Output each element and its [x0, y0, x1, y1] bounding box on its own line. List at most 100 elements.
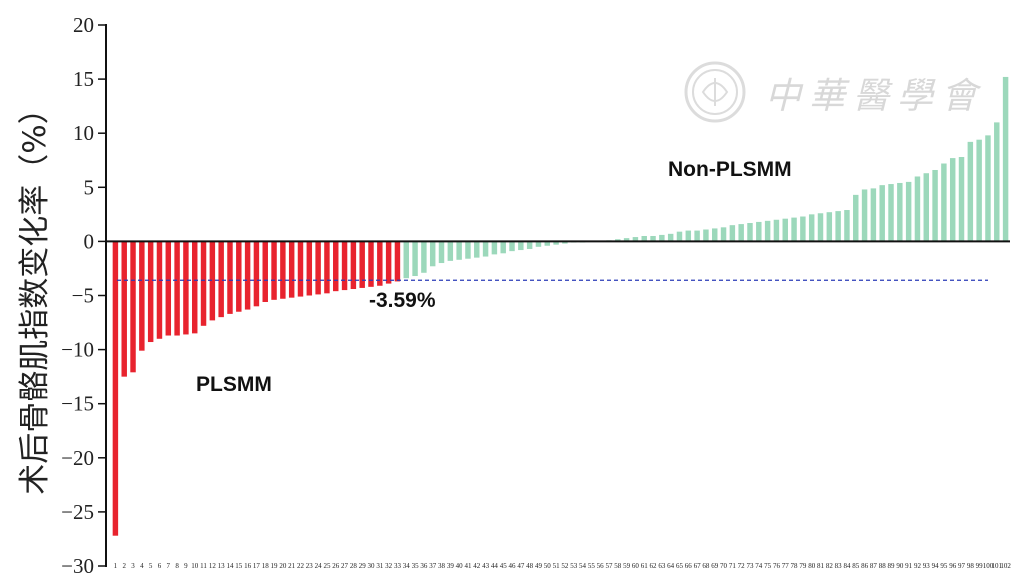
- bar: [958, 157, 965, 242]
- bar: [112, 241, 119, 536]
- bar: [562, 241, 568, 244]
- x-category-label: 20: [279, 562, 287, 570]
- bar: [200, 241, 207, 326]
- x-category-label: 69: [711, 562, 719, 570]
- y-tick-label: 20: [73, 13, 94, 37]
- y-tick-label: −5: [72, 284, 94, 308]
- bar: [641, 235, 647, 242]
- x-category-label: 48: [526, 562, 534, 570]
- x-category-label: 2: [122, 562, 126, 570]
- y-ticks: 20 15 10 5 0 −5 −10 −15 −20 −25 −30: [61, 13, 106, 578]
- bar: [800, 216, 806, 242]
- x-category-label: 84: [843, 562, 851, 570]
- x-category-label: 71: [729, 562, 737, 570]
- x-category-label: 43: [482, 562, 490, 570]
- bar: [667, 233, 674, 242]
- x-category-label: 26: [332, 562, 340, 570]
- x-category-label: 46: [509, 562, 517, 570]
- bar: [271, 241, 277, 300]
- bar: [835, 211, 841, 242]
- y-tick-label: −25: [61, 500, 94, 524]
- bar: [764, 220, 771, 242]
- bar: [808, 214, 815, 242]
- x-category-label: 12: [209, 562, 217, 570]
- x-category-label: 24: [315, 562, 323, 570]
- x-category-label: 70: [720, 562, 728, 570]
- bar: [994, 122, 1000, 242]
- y-tick-label: 15: [73, 67, 94, 91]
- x-category-label: 72: [738, 562, 746, 570]
- x-category-label: 11: [200, 562, 207, 570]
- bar: [738, 224, 744, 242]
- x-category-label: 40: [456, 562, 464, 570]
- x-category-label: 75: [764, 562, 772, 570]
- bar: [914, 176, 921, 242]
- x-category-label: 38: [438, 562, 446, 570]
- x-category-label: 10: [191, 562, 199, 570]
- x-category-label: 101: [992, 562, 1003, 570]
- x-category-label: 9: [184, 562, 188, 570]
- bar: [632, 237, 639, 242]
- bar: [236, 241, 242, 312]
- bar: [791, 217, 797, 242]
- x-category-label: 99: [976, 562, 984, 570]
- x-category-label: 7: [167, 562, 171, 570]
- x-category-label: 6: [158, 562, 162, 570]
- x-category-label: 64: [667, 562, 675, 570]
- x-category-label: 30: [368, 562, 376, 570]
- x-category-label: 39: [447, 562, 455, 570]
- bar: [526, 241, 533, 249]
- bar: [394, 241, 401, 282]
- bar: [888, 184, 894, 242]
- bar: [288, 241, 295, 298]
- bar: [747, 223, 753, 242]
- y-axis-label: 术后骨骼肌指数变化率（%）: [17, 93, 53, 494]
- x-category-label: 37: [429, 562, 437, 570]
- bar: [650, 235, 656, 242]
- x-category-label: 23: [306, 562, 314, 570]
- x-category-label: 27: [341, 562, 349, 570]
- bar: [491, 241, 498, 255]
- bar: [553, 241, 559, 245]
- x-category-label: 81: [817, 562, 825, 570]
- y-tick-label: −15: [61, 392, 94, 416]
- x-category-label: 54: [579, 562, 587, 570]
- bar: [253, 241, 260, 307]
- bar: [139, 241, 145, 351]
- bar: [923, 173, 929, 242]
- bar: [544, 241, 551, 246]
- x-category-label: 16: [244, 562, 252, 570]
- x-category-label: 74: [755, 562, 763, 570]
- x-category-label: 51: [553, 562, 561, 570]
- bar: [703, 229, 709, 242]
- bar: [729, 225, 736, 242]
- bar: [280, 241, 286, 299]
- bar: [773, 219, 780, 242]
- x-category-label: 45: [500, 562, 508, 570]
- bar: [174, 241, 180, 336]
- plsmm-annotation: PLSMM: [196, 373, 272, 396]
- x-category-label: 1: [114, 562, 118, 570]
- x-category-label: 90: [896, 562, 904, 570]
- bar: [165, 241, 172, 336]
- x-category-label: 78: [791, 562, 799, 570]
- x-category-label: 15: [235, 562, 243, 570]
- x-category-label: 22: [297, 562, 305, 570]
- x-category-label: 50: [544, 562, 552, 570]
- x-category-label: 86: [861, 562, 869, 570]
- x-category-label: 47: [517, 562, 525, 570]
- x-category-label: 3: [131, 562, 135, 570]
- bar: [333, 241, 339, 292]
- bar: [676, 231, 683, 242]
- y-tick-label: −30: [61, 554, 94, 578]
- bar: [183, 241, 189, 335]
- x-category-label: 92: [914, 562, 922, 570]
- x-category-label: 35: [412, 562, 420, 570]
- x-category-label: 94: [932, 562, 940, 570]
- x-category-label: 80: [808, 562, 816, 570]
- bar: [509, 241, 515, 252]
- x-category-label: 73: [747, 562, 755, 570]
- x-category-label: 62: [650, 562, 658, 570]
- bar: [518, 241, 524, 251]
